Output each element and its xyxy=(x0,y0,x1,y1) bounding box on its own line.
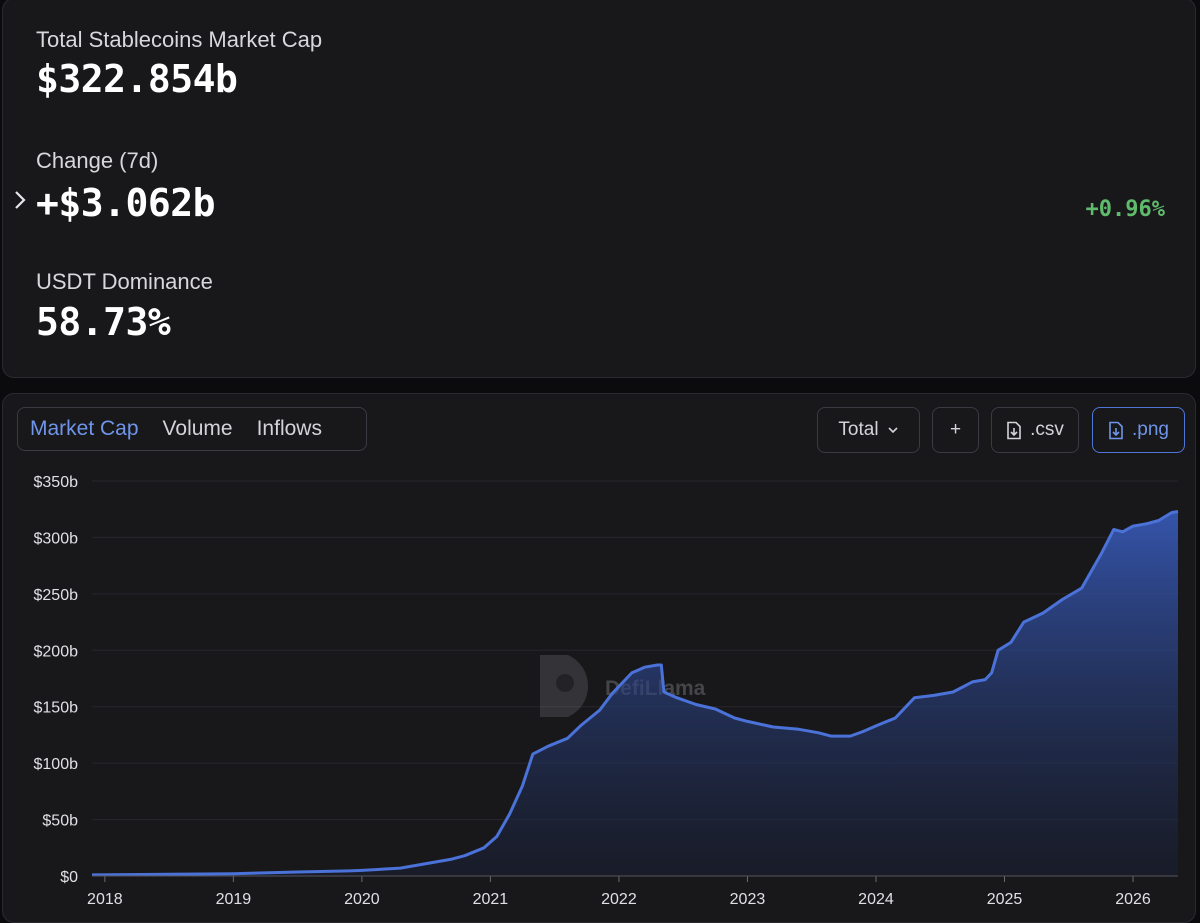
total-select[interactable]: Total xyxy=(817,407,920,453)
x-tick-label: 2020 xyxy=(344,891,380,908)
y-tick-label: $50b xyxy=(42,813,78,830)
change-label: Change (7d) xyxy=(36,148,159,173)
change-value: +$3.062b xyxy=(36,181,216,225)
y-axis: $0 $50b $100b $150b $200b $250b $300b $350b xyxy=(34,474,79,886)
stats-card: Total Stablecoins Market Cap $322.854b C… xyxy=(2,0,1196,378)
market-cap-label: Total Stablecoins Market Cap xyxy=(36,27,323,52)
x-tick-label: 2025 xyxy=(987,891,1023,908)
tab-market-cap[interactable]: Market Cap xyxy=(30,417,139,440)
y-tick-label: $350b xyxy=(34,474,79,491)
add-button-label: + xyxy=(949,419,962,440)
y-tick-label: $300b xyxy=(34,530,79,547)
series-line xyxy=(91,510,1179,877)
chevron-right-icon[interactable] xyxy=(13,187,27,213)
market-cap-value: $322.854b xyxy=(36,57,238,101)
x-tick-label: 2022 xyxy=(601,891,637,908)
x-tick-label: 2026 xyxy=(1115,891,1151,908)
y-tick-label: $200b xyxy=(34,643,79,660)
chevron-down-icon xyxy=(887,427,898,434)
series-area xyxy=(92,511,1178,876)
y-tick-label: $0 xyxy=(60,869,78,886)
change-percent: +0.96% xyxy=(1085,197,1165,222)
add-button[interactable]: + xyxy=(932,407,979,453)
csv-download-button[interactable]: .csv xyxy=(991,407,1079,453)
y-tick-label: $100b xyxy=(34,756,79,773)
png-label: .png xyxy=(1132,419,1169,440)
file-download-icon xyxy=(1109,421,1123,439)
y-tick-label: $150b xyxy=(34,700,79,717)
total-select-label: Total xyxy=(838,419,879,440)
png-download-button[interactable]: .png xyxy=(1092,407,1185,453)
csv-label: .csv xyxy=(1030,419,1064,440)
chart-tabs: Market Cap Volume Inflows xyxy=(17,407,367,451)
dominance-label: USDT Dominance xyxy=(36,269,213,294)
x-tick-label: 2024 xyxy=(858,891,894,908)
defillama-logo-icon xyxy=(540,655,589,717)
x-tick-label: 2019 xyxy=(216,891,252,908)
tab-inflows[interactable]: Inflows xyxy=(256,417,322,440)
dominance-value: 58.73% xyxy=(36,300,171,344)
y-tick-label: $250b xyxy=(34,587,79,604)
x-tick-label: 2018 xyxy=(87,891,123,908)
x-tick-label: 2021 xyxy=(473,891,509,908)
x-tick-label: 2023 xyxy=(730,891,766,908)
tab-volume[interactable]: Volume xyxy=(162,417,233,440)
file-download-icon xyxy=(1007,421,1021,439)
x-axis: 2018 2019 2020 2021 2022 2023 2024 2025 2026 xyxy=(87,875,1178,908)
